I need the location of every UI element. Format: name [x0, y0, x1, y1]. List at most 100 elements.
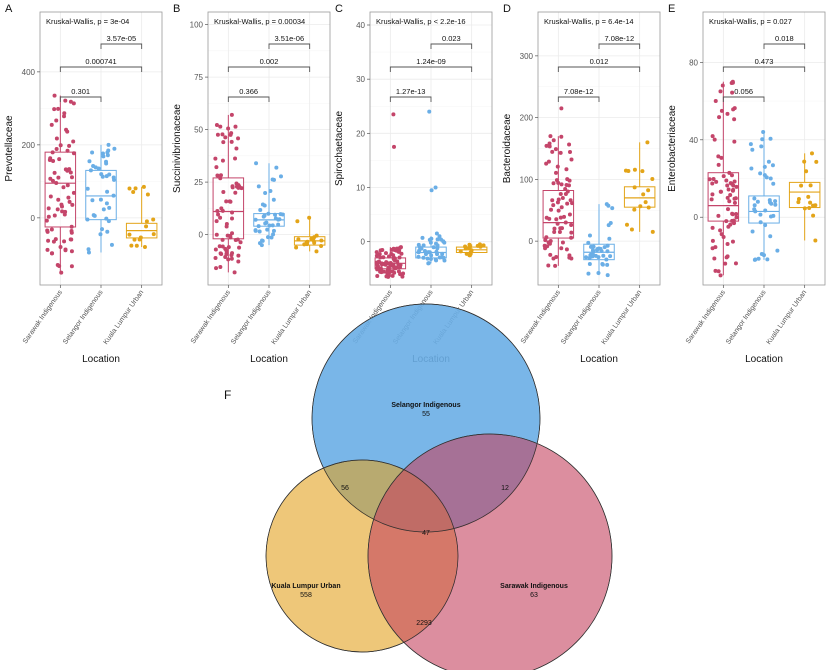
- data-point: [728, 193, 733, 198]
- data-point: [54, 118, 59, 123]
- data-point: [319, 243, 324, 248]
- x-tick-label: Sarawak Indigenous: [520, 289, 562, 345]
- data-point: [274, 165, 279, 170]
- data-point: [214, 232, 219, 237]
- y-tick-label: 400: [22, 68, 36, 77]
- data-point: [610, 206, 615, 211]
- data-point: [551, 203, 556, 208]
- data-point: [731, 183, 736, 188]
- comparison-p-value: 0.000741: [85, 57, 116, 66]
- data-point: [392, 266, 397, 271]
- data-point: [48, 194, 53, 199]
- data-point: [226, 245, 231, 250]
- data-point: [586, 271, 591, 276]
- data-point: [56, 197, 61, 202]
- data-point: [753, 257, 758, 262]
- data-point: [229, 112, 234, 117]
- data-point: [258, 207, 263, 212]
- outlier-point: [391, 112, 396, 117]
- data-point: [90, 150, 95, 155]
- data-point: [600, 262, 605, 267]
- data-point: [61, 185, 66, 190]
- data-point: [60, 209, 65, 214]
- data-point: [218, 251, 223, 256]
- data-point: [558, 150, 563, 155]
- data-point: [475, 243, 480, 248]
- data-point: [71, 151, 76, 156]
- data-point: [401, 271, 406, 276]
- data-point: [57, 264, 62, 269]
- data-point: [567, 142, 572, 147]
- comparison-bracket: [227, 96, 270, 102]
- data-point: [66, 195, 71, 200]
- data-point: [421, 243, 426, 248]
- comparison-p-value: 7.08e-12: [605, 34, 635, 43]
- data-point: [263, 191, 268, 196]
- data-point: [552, 229, 557, 234]
- data-point: [730, 218, 735, 223]
- data-point: [270, 223, 275, 228]
- data-point: [650, 229, 655, 234]
- data-point: [49, 122, 54, 127]
- data-point: [142, 245, 147, 250]
- count-selangor-only: 55: [422, 411, 430, 418]
- x-tick-label: Sarawak Indigenous: [22, 289, 64, 345]
- y-axis-label: Spirochaetaceae: [334, 111, 345, 186]
- data-point: [71, 190, 76, 195]
- data-point: [601, 253, 606, 258]
- x-tick-label: Selangor Indigenous: [725, 289, 768, 346]
- data-point: [85, 217, 90, 222]
- data-point: [44, 218, 49, 223]
- data-point: [256, 184, 261, 189]
- data-point: [720, 83, 725, 88]
- data-point: [63, 167, 68, 172]
- data-point: [228, 199, 233, 204]
- data-point: [144, 224, 149, 229]
- data-point: [63, 209, 68, 214]
- data-point: [271, 197, 276, 202]
- y-tick-label: 100: [190, 21, 204, 30]
- comparison-bracket: [59, 96, 102, 102]
- y-tick-label: 40: [689, 136, 698, 145]
- data-point: [555, 221, 560, 226]
- data-point: [111, 175, 116, 180]
- data-point: [645, 140, 650, 145]
- data-point: [441, 239, 446, 244]
- data-point: [58, 143, 63, 148]
- data-point: [219, 206, 224, 211]
- data-point: [587, 233, 592, 238]
- data-point: [55, 207, 60, 212]
- data-point: [62, 239, 67, 244]
- data-point: [216, 212, 221, 217]
- data-point: [563, 187, 568, 192]
- outlier-point: [429, 188, 434, 193]
- data-point: [464, 251, 469, 256]
- comparison-p-value: 0.012: [590, 57, 609, 66]
- data-point: [544, 143, 549, 148]
- data-point: [569, 157, 574, 162]
- x-axis-label: Location: [250, 354, 288, 365]
- x-tick-label: Kuala Lumpur Urban: [103, 289, 146, 346]
- data-point: [141, 184, 146, 189]
- y-tick-label: 50: [194, 126, 203, 135]
- data-point: [106, 219, 111, 224]
- data-point: [591, 244, 596, 249]
- data-point: [217, 244, 222, 249]
- data-point: [65, 183, 70, 188]
- data-point: [374, 250, 379, 255]
- y-tick-label: 20: [356, 129, 365, 138]
- data-point: [723, 261, 728, 266]
- venn-diagram: F Selangor Indigenous 55 Kuala Lumpur Urban…: [224, 303, 613, 670]
- data-point: [710, 134, 715, 139]
- data-point: [804, 169, 809, 174]
- data-point: [385, 269, 390, 274]
- data-point: [88, 168, 93, 173]
- data-point: [559, 246, 564, 251]
- data-point: [71, 101, 76, 106]
- data-point: [557, 229, 562, 234]
- kruskal-wallis-label: Kruskal-Wallis, p < 2.2e-16: [376, 17, 466, 26]
- data-point: [221, 190, 226, 195]
- data-point: [569, 256, 574, 261]
- data-point: [568, 198, 573, 203]
- data-point: [237, 245, 242, 250]
